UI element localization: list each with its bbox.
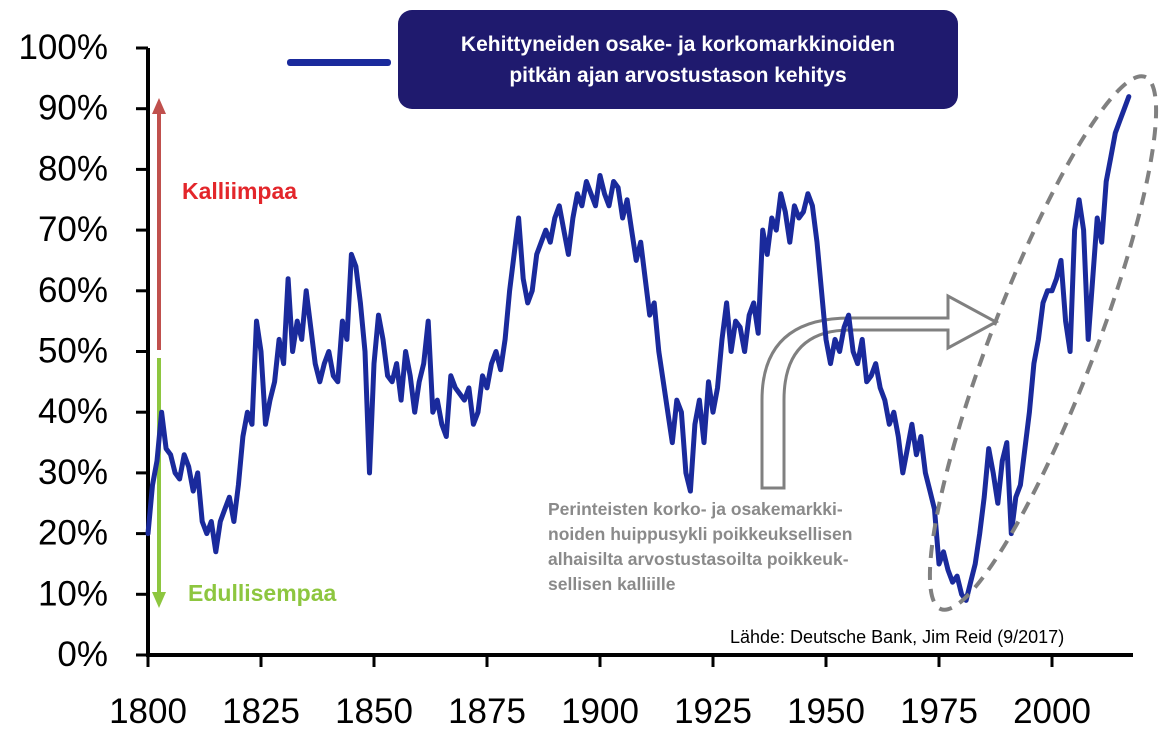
y-tick-label: 50% xyxy=(38,332,108,371)
y-tick-label: 10% xyxy=(38,574,108,613)
y-tick-label: 80% xyxy=(38,149,108,188)
y-tick-label: 60% xyxy=(38,271,108,310)
legend-line-2: pitkän ajan arvostustason kehitys xyxy=(509,63,847,87)
cycle-note-line: alhaisilta arvostustasoilta poikkeuk- xyxy=(548,549,849,569)
x-tick-label: 1850 xyxy=(335,692,413,731)
legend-box: Kehittyneiden osake- ja korkomarkkinoide… xyxy=(398,10,958,109)
cycle-note-line: Perinteisten korko- ja osakemarkki- xyxy=(548,499,843,519)
x-tick-label: 1875 xyxy=(448,692,526,731)
x-tick-label: 1975 xyxy=(900,692,978,731)
x-tick-label: 1900 xyxy=(561,692,639,731)
x-tick-label: 1800 xyxy=(109,692,187,731)
x-tick-label: 1825 xyxy=(222,692,300,731)
y-tick-label: 90% xyxy=(38,89,108,128)
source-note: Lähde: Deutsche Bank, Jim Reid (9/2017) xyxy=(730,627,1065,647)
expensive-label: Kalliimpaa xyxy=(182,178,298,204)
y-tick-label: 40% xyxy=(38,392,108,431)
y-tick-label: 30% xyxy=(38,453,108,492)
cycle-note-line: sellisen kalliille xyxy=(548,574,676,594)
y-tick-label: 70% xyxy=(38,210,108,249)
legend-swatch xyxy=(287,59,391,66)
x-tick-label: 1925 xyxy=(674,692,752,731)
chart-axes: 0% 10% 20% 30% 40% 50% 60% 70% 80% 90% 100% 1800 182… xyxy=(18,28,1133,731)
cycle-note-line: noiden huippusykli poikkeuksellisen xyxy=(548,524,853,544)
x-tick-label: 2000 xyxy=(1013,692,1091,731)
cheap-arrow-head-icon xyxy=(152,592,166,608)
cycle-note: Perinteisten korko- ja osakemarkki- noid… xyxy=(548,497,928,597)
legend-line-1: Kehittyneiden osake- ja korkomarkkinoide… xyxy=(460,32,896,56)
y-tick-label: 100% xyxy=(18,28,108,67)
y-tick-label: 20% xyxy=(38,514,108,553)
bent-arrow-icon xyxy=(760,293,1000,490)
highlight-layer xyxy=(927,74,1159,612)
y-tick-label: 0% xyxy=(57,635,108,674)
expensive-arrow-head-icon xyxy=(152,98,166,114)
x-tick-label: 1950 xyxy=(787,692,865,731)
recent-cycle-ellipse xyxy=(927,74,1159,612)
cheap-label: Edullisempaa xyxy=(188,580,337,606)
